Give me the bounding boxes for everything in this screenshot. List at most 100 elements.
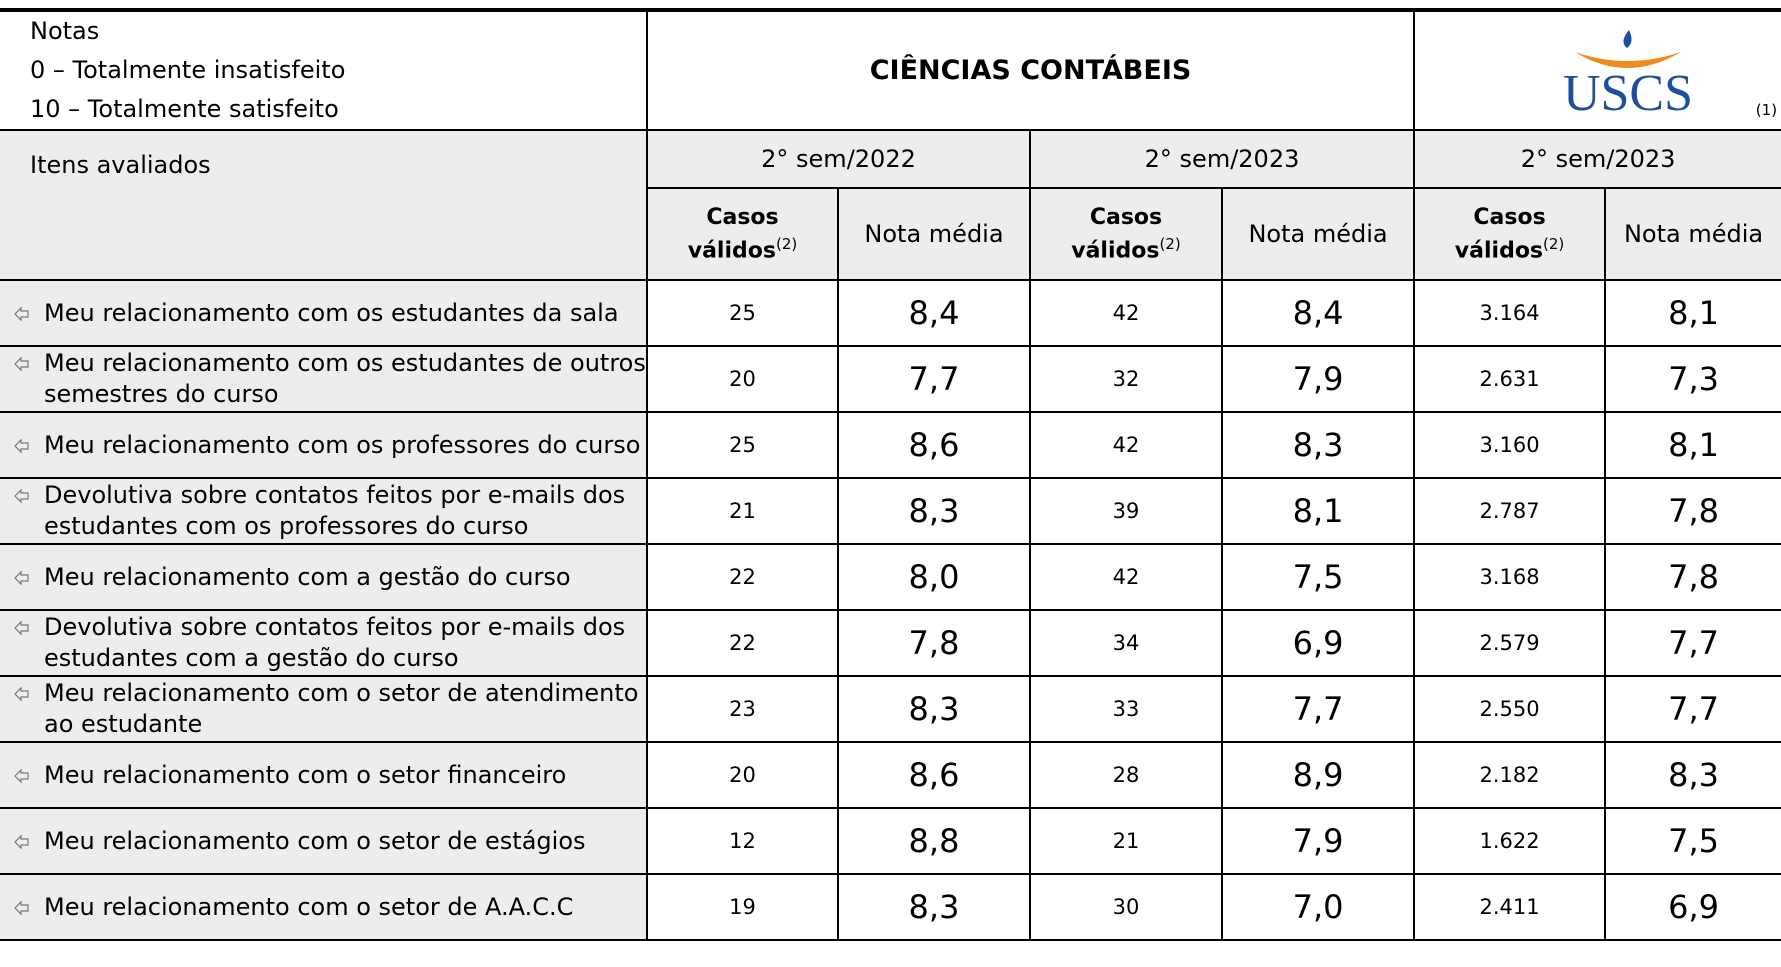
item-text: Meu relacionamento com o setor de atendi… xyxy=(44,679,639,738)
count-note: (2) xyxy=(775,234,798,253)
icon-shape xyxy=(14,834,29,849)
valid-cases: 2.631 xyxy=(1413,345,1607,413)
data-row: Devolutiva sobre contatos feitos por e-m… xyxy=(0,477,1781,545)
mean-score: 7,5 xyxy=(1220,543,1416,611)
mean-score: 8,1 xyxy=(1220,477,1416,545)
data-row: Meu relacionamento com os professores do… xyxy=(0,411,1781,479)
item-text: Meu relacionamento com os estudantes de … xyxy=(44,349,646,408)
item-wrap: Meu relacionamento com os professores do… xyxy=(12,430,646,461)
mean-score: 7,5 xyxy=(1604,807,1781,875)
mean-score: 7,7 xyxy=(1604,609,1781,677)
valid-cases: 22 xyxy=(646,609,839,677)
mean-score: 8,3 xyxy=(837,873,1031,941)
count-note: (2) xyxy=(1159,234,1181,253)
logo-text: USCS xyxy=(1563,65,1693,122)
logo-drop xyxy=(1623,30,1632,48)
mean-score: 6,9 xyxy=(1604,873,1781,941)
valid-cases: 30 xyxy=(1029,873,1223,941)
item-wrap: Meu relacionamento com o setor de estági… xyxy=(12,826,646,857)
item: Meu relacionamento com o setor de estági… xyxy=(0,807,648,875)
mean-score: 8,1 xyxy=(1604,411,1781,479)
item-header: Itens avaliados xyxy=(0,129,648,281)
item-wrap: Meu relacionamento com a gestão do curso xyxy=(12,562,646,593)
item-text: Devolutiva sobre contatos feitos por e-m… xyxy=(44,481,626,540)
count-header: Casos válidos(2) xyxy=(1413,187,1607,281)
item-icon xyxy=(14,768,29,783)
item-wrap: Meu relacionamento com o setor de atendi… xyxy=(12,678,646,740)
mean-score: 8,4 xyxy=(837,279,1031,347)
mean-score: 7,8 xyxy=(1604,477,1781,545)
valid-cases: 3.168 xyxy=(1413,543,1607,611)
valid-cases: 2.579 xyxy=(1413,609,1607,677)
period: 2° sem/2023 xyxy=(1028,129,1416,189)
valid-cases: 2.411 xyxy=(1413,873,1607,941)
valid-cases: 32 xyxy=(1029,345,1223,413)
item-icon xyxy=(14,306,29,321)
mean-score: 8,3 xyxy=(1220,411,1416,479)
valid-cases: 42 xyxy=(1029,411,1223,479)
icon-shape xyxy=(14,570,29,585)
item: Meu relacionamento com os estudantes de … xyxy=(0,345,648,413)
mean-score: 8,3 xyxy=(837,675,1031,743)
logo: USCS xyxy=(1563,30,1693,122)
mean-score: 7,7 xyxy=(1604,675,1781,743)
valid-cases: 28 xyxy=(1029,741,1223,809)
count-header-line: Casos xyxy=(706,204,779,230)
icon-shape xyxy=(14,900,29,915)
count-header: Casos válidos(2) xyxy=(1029,187,1223,281)
period: 2° sem/2022 xyxy=(646,129,1031,189)
item-wrap: Meu relacionamento com os estudantes da … xyxy=(12,298,646,329)
valid-cases: 39 xyxy=(1029,477,1223,545)
valid-cases: 22 xyxy=(646,543,839,611)
item-icon xyxy=(14,620,29,636)
data-row: Meu relacionamento com os estudantes da … xyxy=(0,279,1781,347)
item: Meu relacionamento com a gestão do curso xyxy=(0,543,648,611)
valid-cases: 12 xyxy=(646,807,839,875)
item-text: Meu relacionamento com os estudantes da … xyxy=(44,298,619,327)
item-text: Devolutiva sobre contatos feitos por e-m… xyxy=(44,613,626,672)
mean-score: 8,3 xyxy=(1604,741,1781,809)
mean-score: 7,8 xyxy=(837,609,1031,677)
icon-shape xyxy=(14,620,29,636)
icon-shape xyxy=(14,306,29,321)
data-row: Meu relacionamento com o setor de atendi… xyxy=(0,675,1781,743)
valid-cases: 20 xyxy=(646,345,839,413)
mean-score: 8,9 xyxy=(1220,741,1416,809)
item-wrap: Meu relacionamento com o setor de A.A.C.… xyxy=(12,892,646,923)
mean-score: 8,1 xyxy=(1604,279,1781,347)
item-icon xyxy=(14,570,29,585)
item: Meu relacionamento com o setor financeir… xyxy=(0,741,648,809)
data-row: Meu relacionamento com a gestão do curso… xyxy=(0,543,1781,611)
item-wrap: Meu relacionamento com os estudantes de … xyxy=(12,348,646,410)
item-text: Meu relacionamento com o setor financeir… xyxy=(44,760,567,789)
count-header-line: válidos(2) xyxy=(1454,234,1565,264)
mean-score: 8,4 xyxy=(1220,279,1416,347)
valid-cases: 21 xyxy=(1029,807,1223,875)
item: Devolutiva sobre contatos feitos por e-m… xyxy=(0,477,648,545)
item: Meu relacionamento com o setor de atendi… xyxy=(0,675,648,743)
logo-cell: USCS (1) xyxy=(1413,8,1781,131)
data-row: Devolutiva sobre contatos feitos por e-m… xyxy=(0,609,1781,677)
mean-header: Nota média xyxy=(1220,187,1416,281)
satisfaction-table: Notas 0 – Totalmente insatisfeito 10 – T… xyxy=(0,8,1781,941)
icon-shape xyxy=(14,488,29,504)
item-wrap: Devolutiva sobre contatos feitos por e-m… xyxy=(12,612,646,674)
item: Meu relacionamento com os estudantes da … xyxy=(0,279,648,347)
valid-cases: 25 xyxy=(646,279,839,347)
item-text: Meu relacionamento com o setor de A.A.C.… xyxy=(44,892,574,921)
item-wrap: Meu relacionamento com o setor financeir… xyxy=(12,760,646,791)
mean-score: 8,8 xyxy=(837,807,1031,875)
item-icon xyxy=(14,488,29,504)
valid-cases: 2.550 xyxy=(1413,675,1607,743)
mean-score: 7,7 xyxy=(837,345,1031,413)
item-icon xyxy=(14,900,29,915)
valid-cases: 19 xyxy=(646,873,839,941)
item: Meu relacionamento com o setor de A.A.C.… xyxy=(0,873,648,941)
mean-score: 7,0 xyxy=(1220,873,1416,941)
valid-cases: 34 xyxy=(1029,609,1223,677)
item-text: Meu relacionamento com a gestão do curso xyxy=(44,562,571,591)
valid-cases: 23 xyxy=(646,675,839,743)
icon-shape xyxy=(14,686,29,702)
count-header-line: válidos(2) xyxy=(1071,234,1181,264)
mean-score: 8,0 xyxy=(837,543,1031,611)
